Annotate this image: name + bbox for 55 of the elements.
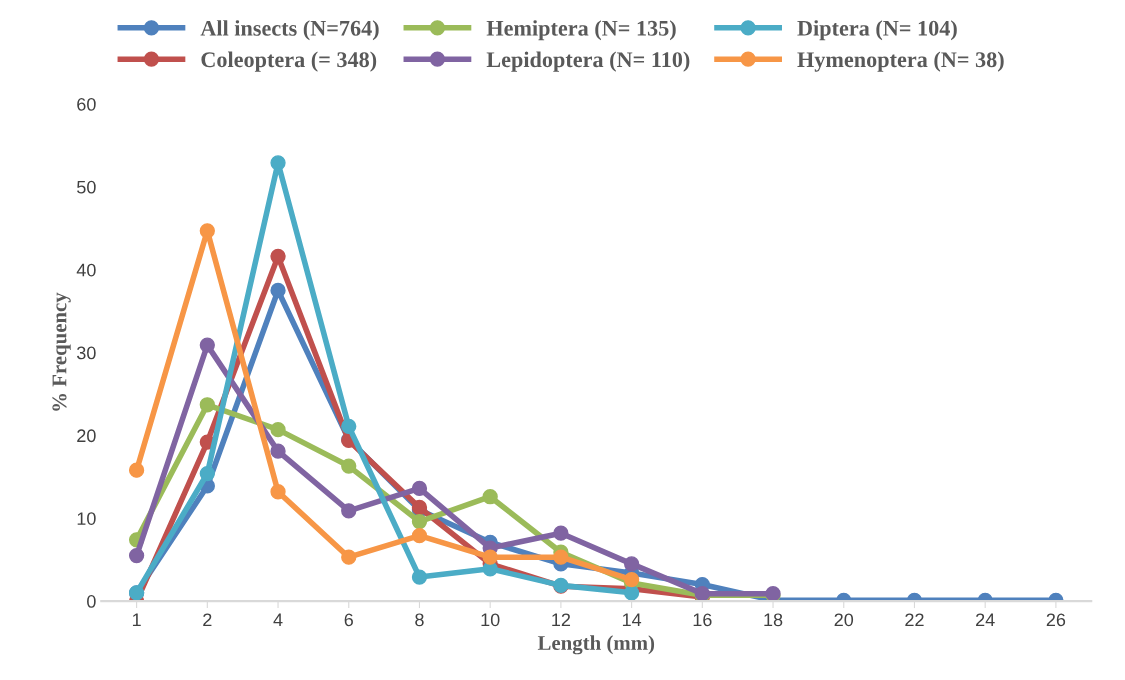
legend-label: Lepidoptera (N= 110) bbox=[486, 51, 690, 72]
x-tick-label: 26 bbox=[1046, 613, 1066, 627]
x-tick-label: 16 bbox=[693, 613, 712, 627]
legend-label: All insects (N=764) bbox=[200, 20, 379, 41]
x-tick-label: 14 bbox=[622, 613, 642, 627]
x-tick-label: 22 bbox=[905, 613, 924, 627]
point bbox=[411, 528, 428, 544]
legend-label: Diptera (N= 104) bbox=[797, 20, 957, 41]
point bbox=[341, 549, 357, 565]
y-tick-label: 10 bbox=[77, 512, 96, 525]
x-tick-label: 8 bbox=[415, 613, 424, 627]
y-tick-label: 0 bbox=[87, 595, 96, 608]
point bbox=[411, 513, 428, 530]
point bbox=[341, 503, 357, 519]
point bbox=[270, 248, 286, 265]
point bbox=[553, 549, 569, 565]
point bbox=[341, 458, 357, 474]
y-tick-label: 30 bbox=[77, 346, 96, 360]
point bbox=[199, 465, 215, 482]
point bbox=[199, 223, 215, 239]
legend-label: Hymenoptera (N= 38) bbox=[797, 51, 1004, 72]
legend-label: Coleoptera (= 348) bbox=[201, 51, 377, 72]
point bbox=[341, 418, 357, 434]
point bbox=[199, 337, 215, 353]
x-tick-label: 18 bbox=[764, 613, 783, 627]
x-tick-label: 20 bbox=[834, 613, 854, 627]
point bbox=[623, 556, 640, 572]
x-axis-title: Length (mm) bbox=[537, 635, 655, 655]
point bbox=[128, 462, 145, 478]
point bbox=[270, 484, 286, 500]
point bbox=[270, 421, 286, 438]
point bbox=[128, 547, 145, 564]
legend-label: Hemiptera (N= 135) bbox=[486, 20, 676, 41]
point bbox=[482, 489, 498, 505]
point bbox=[270, 443, 286, 459]
y-tick-label: 20 bbox=[77, 429, 96, 443]
x-tick-label: 12 bbox=[552, 613, 571, 627]
x-tick-label: 4 bbox=[273, 613, 283, 627]
y-tick-label: 40 bbox=[76, 263, 96, 277]
y-tick-label: 60 bbox=[77, 97, 96, 111]
y-tick-label: 50 bbox=[77, 180, 96, 194]
point bbox=[623, 571, 640, 588]
x-tick-label: 2 bbox=[203, 613, 212, 627]
y-axis-title: % Frequency bbox=[52, 292, 71, 411]
x-tick-label: 1 bbox=[132, 613, 141, 627]
x-tick-label: 24 bbox=[976, 613, 995, 627]
point bbox=[623, 585, 640, 601]
point bbox=[411, 569, 428, 585]
point bbox=[553, 525, 569, 541]
x-tick-label: 10 bbox=[481, 613, 500, 627]
point bbox=[482, 549, 498, 565]
point bbox=[199, 397, 215, 413]
x-tick-label: 6 bbox=[344, 613, 353, 627]
point bbox=[411, 480, 428, 497]
point bbox=[270, 155, 286, 171]
